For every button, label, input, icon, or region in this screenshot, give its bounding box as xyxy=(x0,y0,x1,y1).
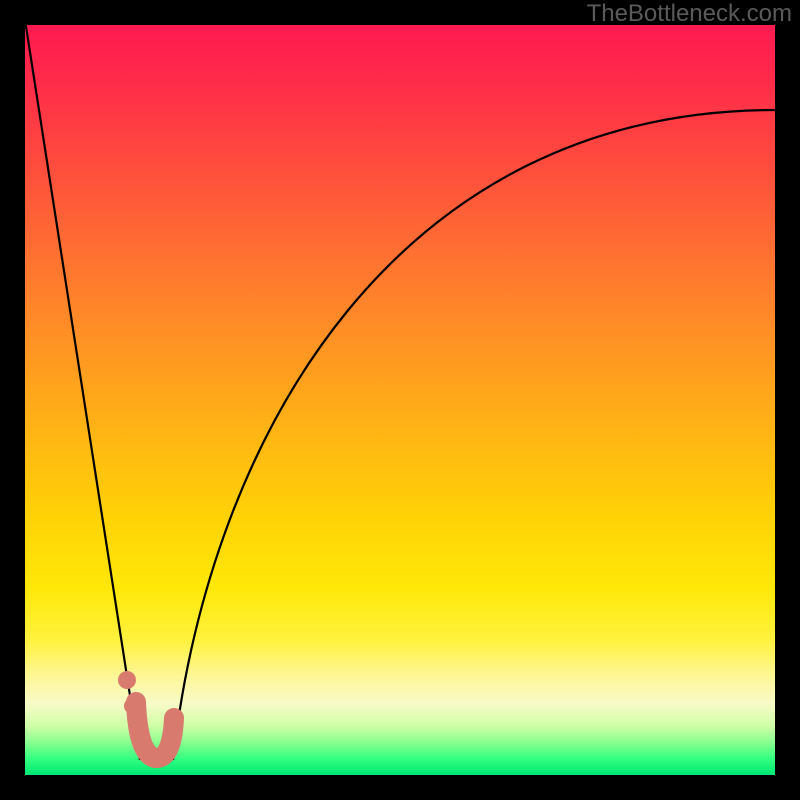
chart-svg xyxy=(0,0,800,800)
marker-dot xyxy=(124,698,140,714)
marker-dot xyxy=(118,671,136,689)
watermark-text: TheBottleneck.com xyxy=(587,0,792,28)
gradient-background xyxy=(25,25,775,775)
